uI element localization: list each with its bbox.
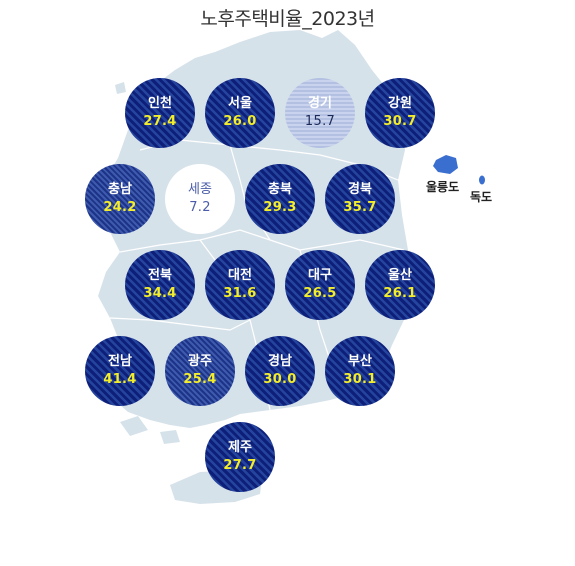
- region-value: 26.5: [303, 286, 337, 301]
- region-value: 34.4: [143, 286, 177, 301]
- region-name: 경남: [268, 354, 292, 369]
- region-chungbuk: 충북 29.3: [245, 164, 315, 234]
- west-island-2: [115, 82, 126, 94]
- region-value: 7.2: [189, 200, 211, 215]
- region-value: 27.4: [143, 114, 177, 129]
- region-daejeon: 대전 31.6: [205, 250, 275, 320]
- region-gyeongbuk: 경북 35.7: [325, 164, 395, 234]
- region-value: 25.4: [183, 372, 217, 387]
- region-name: 부산: [348, 354, 372, 369]
- region-value: 26.1: [383, 286, 417, 301]
- region-gyeonggi: 경기 15.7: [285, 78, 355, 148]
- region-jeonnam: 전남 41.4: [85, 336, 155, 406]
- region-name: 경북: [348, 182, 372, 197]
- region-value: 30.1: [343, 372, 377, 387]
- region-name: 서울: [228, 96, 252, 111]
- region-value: 35.7: [343, 200, 377, 215]
- region-jeju: 제주 27.7: [205, 422, 275, 492]
- region-name: 세종: [188, 182, 212, 197]
- region-value: 24.2: [103, 200, 137, 215]
- ulleungdo-marker: [433, 155, 458, 174]
- region-value: 15.7: [304, 114, 336, 129]
- region-value: 31.6: [223, 286, 257, 301]
- region-value: 26.0: [223, 114, 257, 129]
- region-name: 광주: [188, 354, 212, 369]
- region-value: 30.0: [263, 372, 297, 387]
- dokdo-marker: [479, 175, 485, 185]
- region-name: 전남: [108, 354, 132, 369]
- region-daegu: 대구 26.5: [285, 250, 355, 320]
- region-value: 27.7: [223, 458, 257, 473]
- region-value: 41.4: [103, 372, 137, 387]
- region-name: 강원: [388, 96, 412, 111]
- region-gwangju: 광주 25.4: [165, 336, 235, 406]
- region-name: 울산: [388, 268, 412, 283]
- region-incheon: 인천 27.4: [125, 78, 195, 148]
- region-name: 전북: [148, 268, 172, 283]
- dokdo-label: 독도: [470, 190, 493, 204]
- region-name: 대구: [308, 268, 332, 283]
- region-name: 제주: [228, 440, 252, 455]
- map-title: 노후주택비율_2023년: [200, 8, 375, 30]
- region-sejong: 세종 7.2: [165, 164, 235, 234]
- region-seoul: 서울 26.0: [205, 78, 275, 148]
- region-gyeongnam: 경남 30.0: [245, 336, 315, 406]
- region-name: 대전: [228, 268, 252, 283]
- region-value: 30.7: [383, 114, 417, 129]
- region-value: 29.3: [263, 200, 297, 215]
- region-name: 인천: [148, 96, 172, 111]
- region-gangwon: 강원 30.7: [365, 78, 435, 148]
- region-name: 경기: [308, 96, 332, 111]
- southwest-islands: [120, 416, 180, 444]
- region-chungnam: 충남 24.2: [85, 164, 155, 234]
- ulleungdo-label: 울릉도: [426, 180, 460, 194]
- region-name: 충북: [268, 182, 292, 197]
- region-busan: 부산 30.1: [325, 336, 395, 406]
- region-jeonbuk: 전북 34.4: [125, 250, 195, 320]
- region-ulsan: 울산 26.1: [365, 250, 435, 320]
- region-name: 충남: [108, 182, 132, 197]
